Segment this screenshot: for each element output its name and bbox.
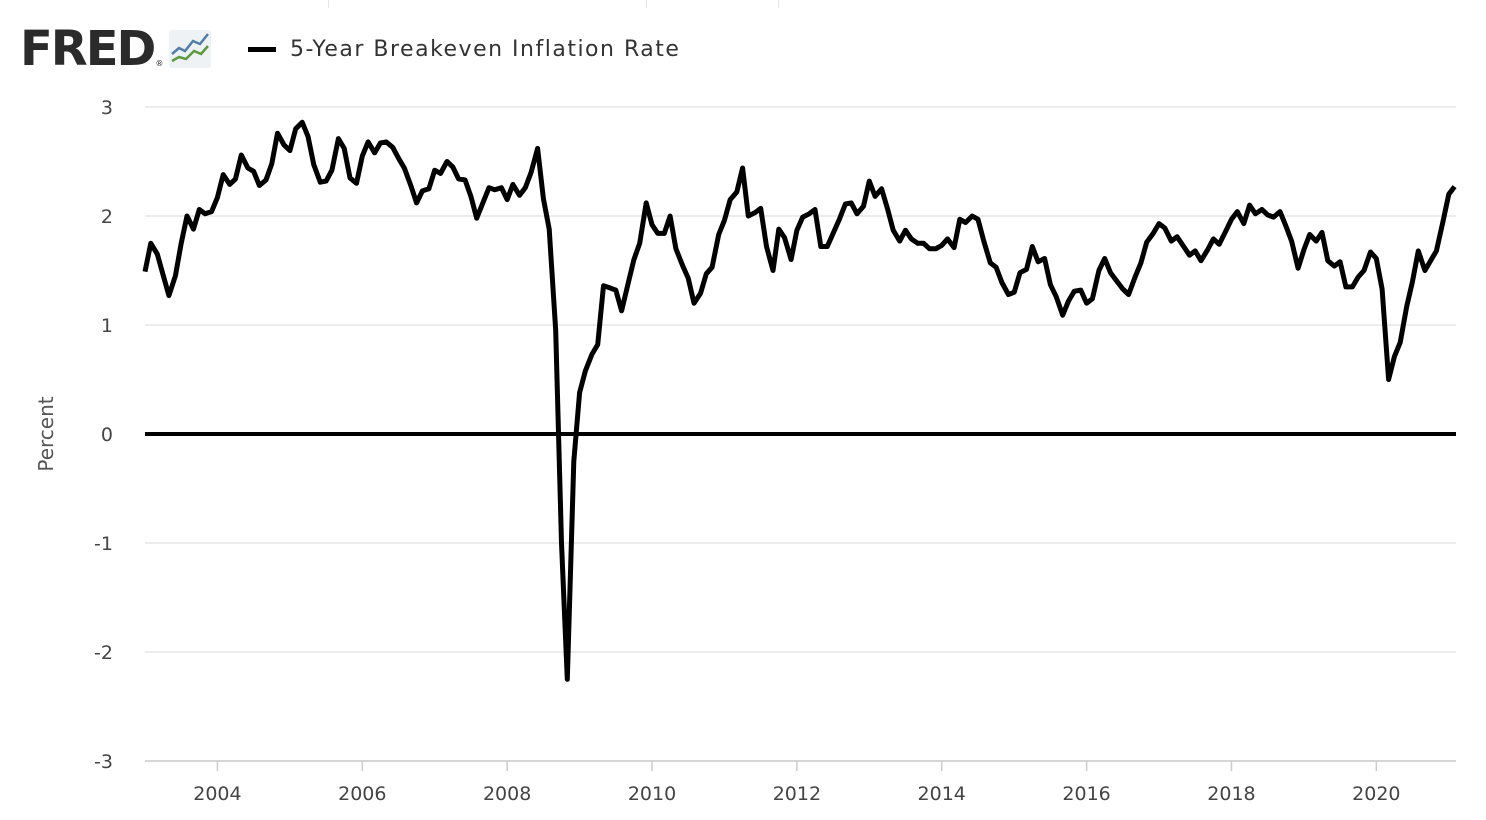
x-tick-label: 2014	[918, 783, 966, 805]
x-tick-label: 2016	[1062, 783, 1110, 805]
fred-wordmark: FRED	[20, 21, 156, 77]
y-tick-label: -3	[94, 751, 113, 773]
y-tick-label: 2	[101, 206, 113, 228]
top-divider-tick	[646, 0, 647, 8]
x-axis: 2004 2006 2008 2010 2012 2014 2016 2018 2020	[145, 760, 1456, 805]
x-tick-label: 2020	[1352, 783, 1400, 805]
y-tick-label: 3	[101, 97, 113, 119]
x-tick-label: 2012	[773, 783, 821, 805]
legend-line-swatch	[248, 46, 276, 52]
legend-series-label: 5-Year Breakeven Inflation Rate	[290, 36, 681, 62]
series-line-breakeven-inflation	[142, 119, 1457, 682]
top-divider-tick	[778, 0, 779, 8]
y-axis-tick-labels: 3 2 1 0 -1 -2 -3	[94, 97, 113, 773]
registered-mark: ®	[155, 59, 164, 68]
y-tick-label: 1	[101, 315, 113, 337]
x-tick-label: 2008	[483, 783, 531, 805]
x-tick-label: 2004	[193, 783, 241, 805]
x-tick-label: 2018	[1207, 783, 1255, 805]
fred-logo[interactable]: FRED ®	[20, 21, 212, 77]
y-tick-label: -1	[94, 533, 113, 555]
x-tick-label: 2010	[628, 783, 676, 805]
x-tick-label: 2006	[338, 783, 386, 805]
chart-legend[interactable]: 5-Year Breakeven Inflation Rate	[248, 34, 680, 64]
y-tick-label: -2	[94, 642, 113, 664]
fred-chart-logo-icon	[169, 30, 212, 68]
y-tick-label: 0	[101, 424, 113, 446]
y-axis-title: Percent	[34, 396, 58, 471]
top-divider-tick	[328, 0, 329, 8]
